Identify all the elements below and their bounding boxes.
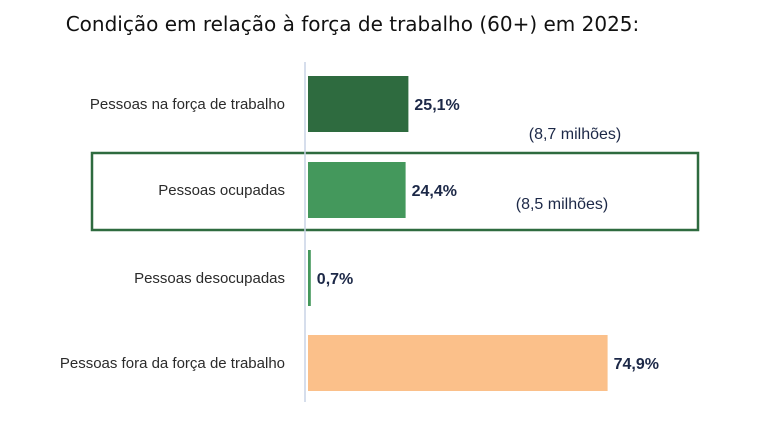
annotation-1: (8,7 milhões)	[529, 126, 621, 143]
category-label-1: Pessoas na força de trabalho	[90, 96, 285, 113]
category-label-2: Pessoas ocupadas	[158, 182, 285, 199]
annotation-2: (8,5 milhões)	[516, 196, 608, 213]
bar-4	[308, 335, 608, 391]
bars-group	[308, 76, 608, 391]
category-labels-group: Pessoas na força de trabalho Pessoas ocup…	[60, 96, 285, 372]
category-label-4: Pessoas fora da força de trabalho	[60, 355, 285, 372]
value-label-3: 0,7%	[317, 271, 353, 288]
value-label-4: 74,9%	[614, 356, 659, 373]
bar-3	[308, 250, 311, 306]
bar-1	[308, 76, 409, 132]
chart-title: Condição em relação à força de trabalho …	[65, 12, 640, 36]
value-label-2: 24,4%	[412, 183, 457, 200]
category-label-3: Pessoas desocupadas	[134, 270, 285, 287]
value-labels-group: 25,1% 24,4% 0,7% 74,9%	[317, 97, 659, 373]
highlight-box	[90, 151, 700, 232]
bar-2	[308, 162, 406, 218]
annotations-group: (8,7 milhões) (8,5 milhões)	[516, 126, 621, 213]
value-label-1: 25,1%	[414, 97, 459, 114]
